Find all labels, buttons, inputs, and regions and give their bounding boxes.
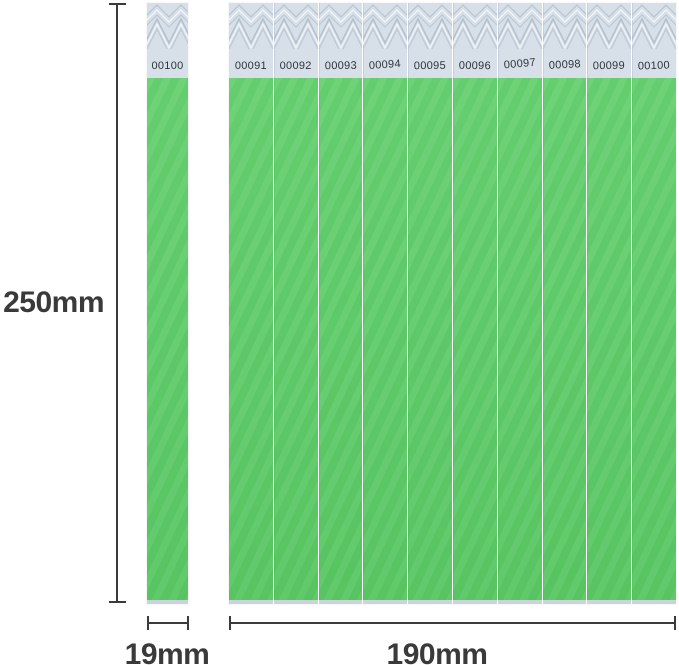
- wristband-body: [587, 78, 632, 600]
- wristband-adhesive-end: 00100: [632, 3, 676, 78]
- serial-number: 00093: [324, 59, 357, 73]
- wristband: 00098: [541, 3, 587, 604]
- wristband: 00093: [317, 3, 363, 604]
- zigzag-security-pattern: [318, 3, 363, 49]
- wristband-adhesive-end: 00092: [273, 3, 318, 78]
- wristband-bottom-edge: [408, 600, 452, 604]
- single-width-dimension-line: [147, 622, 189, 624]
- serial-number: 00099: [593, 59, 626, 73]
- zigzag-security-pattern: [587, 3, 632, 49]
- wristband-body: [632, 78, 676, 600]
- wristband: 00097: [496, 3, 542, 604]
- serial-number: 00095: [413, 59, 447, 73]
- wristband: 00095: [407, 3, 452, 604]
- serial-number: 00092: [279, 60, 312, 72]
- zigzag-security-pattern: [229, 3, 273, 49]
- wristband-body: [542, 78, 587, 600]
- wristband-body: [497, 78, 542, 600]
- wristband-body: [318, 78, 363, 600]
- height-dimension-label: 250mm: [3, 286, 104, 319]
- single-wristband: 00100: [147, 3, 188, 604]
- serial-number: 00100: [637, 59, 671, 73]
- wristband-adhesive-end: 00091: [229, 3, 273, 78]
- zigzag-security-pattern: [632, 3, 676, 49]
- wristband-sheet: 00091 00092 00093 00094: [229, 3, 676, 604]
- wristband: 00092: [272, 3, 318, 604]
- zigzag-security-pattern: [542, 3, 587, 49]
- wristband-bottom-edge: [497, 600, 542, 604]
- wristband: 00091: [229, 3, 273, 604]
- height-dimension-bottom-cap: [109, 601, 126, 603]
- sheet-width-dimension-line: [229, 622, 676, 624]
- wristband-adhesive-end: 00097: [497, 3, 542, 78]
- wristband-body: [147, 78, 188, 600]
- serial-number: 00091: [234, 60, 267, 72]
- wristband-body: [408, 78, 452, 600]
- sheet-width-left-cap: [229, 616, 231, 630]
- sheet-width-right-cap: [674, 616, 676, 630]
- wristband-adhesive-end: 00093: [318, 3, 363, 78]
- wristband: 00096: [451, 3, 497, 604]
- wristband-body: [452, 78, 497, 600]
- wristband: 00100: [631, 3, 676, 604]
- wristband-adhesive-end: 00098: [542, 3, 587, 78]
- wristband-adhesive-end: 00100: [147, 3, 188, 78]
- wristband-body: [363, 78, 408, 600]
- serial-number: 00094: [368, 57, 402, 73]
- serial-number: 00098: [548, 58, 581, 72]
- single-width-left-cap: [147, 616, 149, 630]
- wristband-adhesive-end: 00099: [587, 3, 632, 78]
- zigzag-security-pattern: [452, 3, 497, 49]
- wristband: 00094: [362, 3, 408, 604]
- zigzag-security-pattern: [273, 3, 318, 49]
- zigzag-security-pattern: [408, 3, 452, 49]
- zigzag-security-pattern: [497, 3, 542, 49]
- wristband-bottom-edge: [363, 600, 408, 604]
- wristband-bottom-edge: [632, 600, 676, 604]
- sheet-width-dimension-label: 190mm: [386, 638, 488, 665]
- single-width-right-cap: [187, 616, 189, 630]
- wristband-body: [229, 78, 273, 600]
- wristband-bottom-edge: [318, 600, 363, 604]
- wristband-bottom-edge: [229, 600, 273, 604]
- wristband-bottom-edge: [147, 600, 188, 604]
- wristband-bottom-edge: [542, 600, 587, 604]
- wristband-bottom-edge: [452, 600, 497, 604]
- serial-number: 00100: [151, 60, 184, 72]
- wristband-adhesive-end: 00094: [363, 3, 408, 78]
- wristband-body: [273, 78, 318, 600]
- wristband-bottom-edge: [273, 600, 318, 604]
- wristband: 00100: [147, 3, 188, 604]
- wristband: 00099: [586, 3, 632, 604]
- height-dimension-top-cap: [109, 3, 126, 5]
- height-dimension-line: [116, 4, 118, 603]
- serial-number: 00096: [458, 59, 492, 73]
- wristband-bottom-edge: [587, 600, 632, 604]
- zigzag-security-pattern: [147, 3, 188, 49]
- zigzag-security-pattern: [363, 3, 408, 49]
- wristband-adhesive-end: 00096: [452, 3, 497, 78]
- serial-number: 00097: [503, 56, 537, 72]
- wristband-adhesive-end: 00095: [408, 3, 452, 78]
- single-width-dimension-label: 19mm: [124, 638, 210, 665]
